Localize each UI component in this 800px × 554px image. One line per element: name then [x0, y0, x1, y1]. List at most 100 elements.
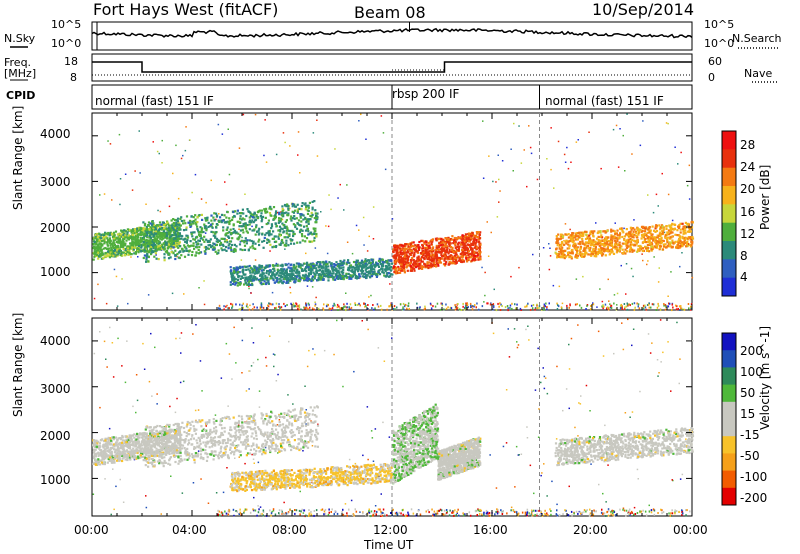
scatter-echo [334, 148, 336, 150]
power-ytick-2000: 2000 [40, 221, 71, 235]
echo-region-1-cell [246, 223, 249, 227]
echo-region-4-cell [669, 244, 672, 247]
scatter-echo [297, 154, 299, 156]
echo-region-0-cell [159, 248, 162, 251]
echo-region-4-cell [686, 241, 689, 244]
scatter-echo [183, 293, 185, 295]
echo-region-3-cell [464, 235, 467, 238]
echo-region-1-cell [225, 216, 228, 219]
echo-region-3-cell [395, 255, 398, 258]
echo-region-4-cell [578, 236, 581, 239]
echo-region-2-cell [260, 266, 263, 269]
ground-echo [613, 302, 615, 305]
echo-region-1-cell [183, 219, 186, 222]
scatter-echo [115, 275, 118, 278]
echo-region-2-cell [348, 261, 351, 264]
echo-region-4-cell [647, 246, 650, 249]
echo-region-2-cell [307, 267, 310, 270]
ground-echo [489, 303, 492, 306]
echo-region-1-cell [172, 228, 176, 231]
echo-region-3-cell [444, 254, 447, 257]
echo-region-4-cell [588, 249, 591, 252]
echo-region-3-cell [461, 240, 465, 243]
echo-region-1-cell [174, 257, 177, 261]
scatter-echo [384, 168, 387, 171]
beam-label: Beam 08 [354, 3, 426, 22]
echo-region-1-cell [288, 233, 291, 236]
echo-region-1-cell [200, 237, 203, 240]
echo-region-1-cell [185, 249, 189, 252]
echo-region-4-cell [594, 243, 598, 246]
ground-echo [323, 303, 325, 306]
echo-region-1-cell [154, 245, 158, 248]
echo-region-2-cell [290, 263, 293, 266]
echo-region-0-cell [136, 235, 139, 238]
ground-echo [336, 303, 339, 306]
echo-region-0-cell [103, 242, 106, 245]
echo-region-2-cell [325, 266, 328, 269]
echo-region-2-cell [377, 269, 380, 273]
echo-region-3-cell [401, 257, 404, 260]
echo-region-1-cell [308, 232, 311, 235]
echo-region-2-cell [361, 266, 364, 270]
echo-region-3-cell [447, 238, 450, 241]
echo-region-1-cell [197, 248, 200, 251]
echo-region-1-cell [203, 235, 206, 238]
ground-echo [527, 302, 529, 305]
scatter-echo [263, 154, 265, 157]
echo-region-0-cell [115, 254, 118, 257]
echo-region-1-cell [304, 208, 307, 211]
echo-region-1-cell [228, 243, 231, 246]
echo-region-1-cell [260, 209, 263, 212]
echo-region-0-cell [177, 223, 180, 226]
echo-region-3-cell [425, 246, 428, 249]
echo-region-2-cell [286, 277, 290, 280]
ground-echo [434, 305, 437, 308]
echo-region-0-cell [152, 226, 155, 229]
freq-tick-low: 8 [70, 71, 77, 84]
echo-region-4-cell [629, 243, 632, 246]
echo-region-0-cell [145, 241, 148, 244]
scatter-echo [330, 208, 332, 211]
echo-region-3-cell [467, 232, 471, 235]
echo-region-3-cell [435, 256, 438, 259]
ground-echo [332, 304, 334, 307]
ground-echo [465, 305, 467, 308]
echo-region-4-cell [574, 238, 577, 241]
echo-region-2-cell [268, 269, 271, 272]
echo-region-0-cell [131, 247, 134, 250]
ground-echo [267, 304, 269, 307]
echo-region-3-cell [405, 266, 408, 269]
echo-region-3-cell [400, 260, 403, 263]
echo-region-3-cell [415, 266, 418, 269]
echo-region-2-cell [284, 274, 287, 277]
echo-region-2-cell [327, 271, 330, 274]
scatter-echo [487, 255, 490, 257]
echo-region-1-cell [299, 216, 302, 219]
echo-region-1-cell [174, 239, 177, 242]
ground-echo [262, 306, 265, 309]
ground-echo [655, 309, 658, 311]
ground-echo [459, 308, 461, 311]
echo-region-1-cell [278, 220, 282, 223]
ground-echo [566, 304, 568, 307]
echo-region-2-cell [363, 264, 366, 267]
scatter-echo [658, 267, 660, 269]
echo-region-0-cell [136, 233, 139, 236]
echo-region-1-cell [275, 245, 278, 248]
echo-region-2-cell [278, 277, 281, 280]
ground-echo [501, 305, 503, 307]
scatter-echo [495, 181, 497, 183]
echo-region-3-cell [461, 249, 464, 252]
echo-region-4-cell [644, 245, 647, 248]
echo-region-0-cell [150, 227, 153, 230]
echo-region-4-cell [642, 249, 646, 252]
ground-echo [239, 308, 241, 311]
ground-echo [293, 304, 295, 306]
scatter-echo [113, 268, 116, 271]
scatter-echo [488, 155, 490, 157]
echo-region-0-cell [114, 236, 118, 239]
echo-region-2-cell [239, 277, 242, 280]
echo-region-1-cell [178, 228, 181, 231]
echo-region-2-cell [233, 280, 236, 283]
